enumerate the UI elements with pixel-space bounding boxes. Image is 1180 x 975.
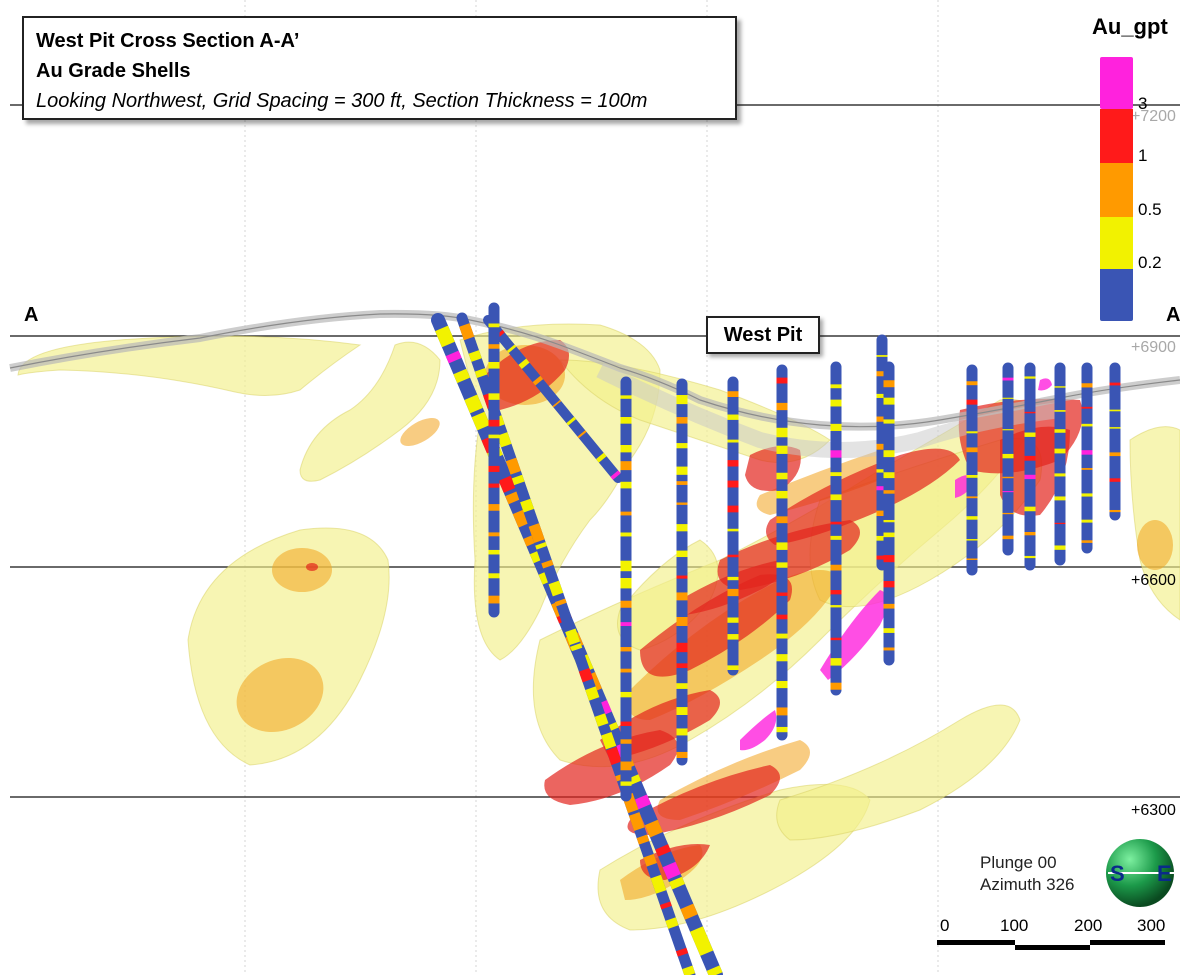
assay-interval <box>655 844 672 857</box>
legend-swatch-3 <box>1100 57 1133 109</box>
assay-interval <box>512 508 532 528</box>
assay-interval <box>643 853 657 867</box>
elevation-label-6900: +6900 <box>1131 339 1176 356</box>
s-e-orientation-sphere-icon: S E <box>1106 839 1176 907</box>
svg-text:S: S <box>1110 861 1125 886</box>
assay-interval <box>541 559 554 569</box>
assay-interval <box>682 965 696 975</box>
legend-label-0-5: 0.5 <box>1138 200 1162 219</box>
view-orientation: Plunge 00 Azimuth 326 <box>980 852 1075 896</box>
scale-label-200: 200 <box>1074 916 1103 935</box>
assay-interval <box>603 722 619 733</box>
legend-label-1: 1 <box>1138 146 1148 165</box>
assay-interval <box>511 474 525 486</box>
legend-swatch-below-0-2 <box>1100 269 1133 321</box>
assay-interval <box>634 794 652 810</box>
assay-interval <box>505 457 521 475</box>
assay-interval <box>528 523 545 544</box>
topographic-surface <box>9 309 1180 458</box>
assay-interval <box>606 746 622 766</box>
scale-segment-3 <box>1090 940 1165 945</box>
west-pit-label: West Pit <box>706 316 820 354</box>
assay-interval <box>695 938 714 956</box>
drill-holes <box>431 302 1121 975</box>
assay-interval <box>665 917 679 929</box>
assay-interval <box>690 926 710 947</box>
assay-interval <box>570 643 583 652</box>
assay-interval <box>497 432 512 448</box>
assay-interval <box>578 667 594 683</box>
assay-interval <box>435 325 455 348</box>
assay-interval <box>554 598 567 607</box>
section-title: West Pit Cross Section A-A’ <box>36 30 300 52</box>
elevation-label-7200: +7200 <box>1131 108 1176 125</box>
legend-swatch-0-5 <box>1100 163 1133 217</box>
plunge-label: Plunge 00 <box>980 853 1057 872</box>
assay-interval <box>675 947 689 957</box>
assay-interval <box>625 774 642 787</box>
assay-interval <box>566 416 577 426</box>
azimuth-label: Azimuth 326 <box>980 875 1075 894</box>
title-box: West Pit Cross Section A-A’ Au Grade She… <box>22 16 737 120</box>
scale-segment-2 <box>1015 945 1090 950</box>
assay-interval <box>706 965 723 975</box>
assay-interval <box>680 903 698 920</box>
legend-label-3: 3 <box>1138 94 1148 113</box>
assay-interval <box>565 628 581 646</box>
legend-swatch-1 <box>1100 109 1133 163</box>
assay-interval <box>659 901 672 910</box>
section-end-label: A <box>1166 304 1180 326</box>
assay-interval <box>535 542 547 550</box>
assay-interval <box>459 323 475 341</box>
assay-interval <box>594 713 609 727</box>
assay-interval <box>669 876 685 890</box>
assay-interval <box>585 686 600 701</box>
assay-interval <box>532 375 544 386</box>
assay-interval <box>610 470 621 480</box>
scale-segment-1 <box>937 940 1015 945</box>
assay-interval <box>628 812 645 831</box>
assay-interval <box>498 475 517 493</box>
legend-swatch-0-2 <box>1100 217 1133 269</box>
assay-interval <box>518 358 530 369</box>
scale-label-100: 100 <box>1000 916 1029 935</box>
assay-interval <box>650 874 667 894</box>
assay-interval <box>596 452 607 463</box>
drill-hole <box>483 315 623 483</box>
section-subtitle: Au Grade Shells <box>36 60 191 82</box>
assay-interval <box>520 498 535 513</box>
assay-interval <box>644 819 663 838</box>
assay-interval <box>471 411 491 431</box>
assay-interval <box>505 490 522 505</box>
scale-label-0: 0 <box>940 916 950 935</box>
svg-text:E: E <box>1157 861 1172 886</box>
legend-title: Au_gpt <box>1092 14 1168 39</box>
assay-interval <box>506 344 517 353</box>
section-start-label: A <box>24 304 39 326</box>
assay-interval <box>468 350 482 362</box>
scale-label-300: 300 <box>1137 916 1166 935</box>
assay-interval <box>601 731 617 750</box>
assay-interval <box>577 430 587 439</box>
assay-interval <box>662 861 681 880</box>
elevation-label-6300: +6300 <box>1131 802 1176 819</box>
assay-interval <box>474 368 488 378</box>
legend-label-0-2: 0.2 <box>1138 253 1162 272</box>
elevation-label-6600: +6600 <box>1131 572 1176 589</box>
assay-interval <box>464 394 483 414</box>
assay-interval <box>445 350 462 364</box>
assay-interval <box>552 399 562 408</box>
section-description: Looking Northwest, Grid Spacing = 300 ft… <box>36 90 648 112</box>
assay-interval <box>523 533 540 547</box>
assay-interval <box>529 548 547 564</box>
assay-interval <box>548 580 564 597</box>
assay-interval <box>453 368 471 384</box>
assay-interval <box>636 834 650 845</box>
